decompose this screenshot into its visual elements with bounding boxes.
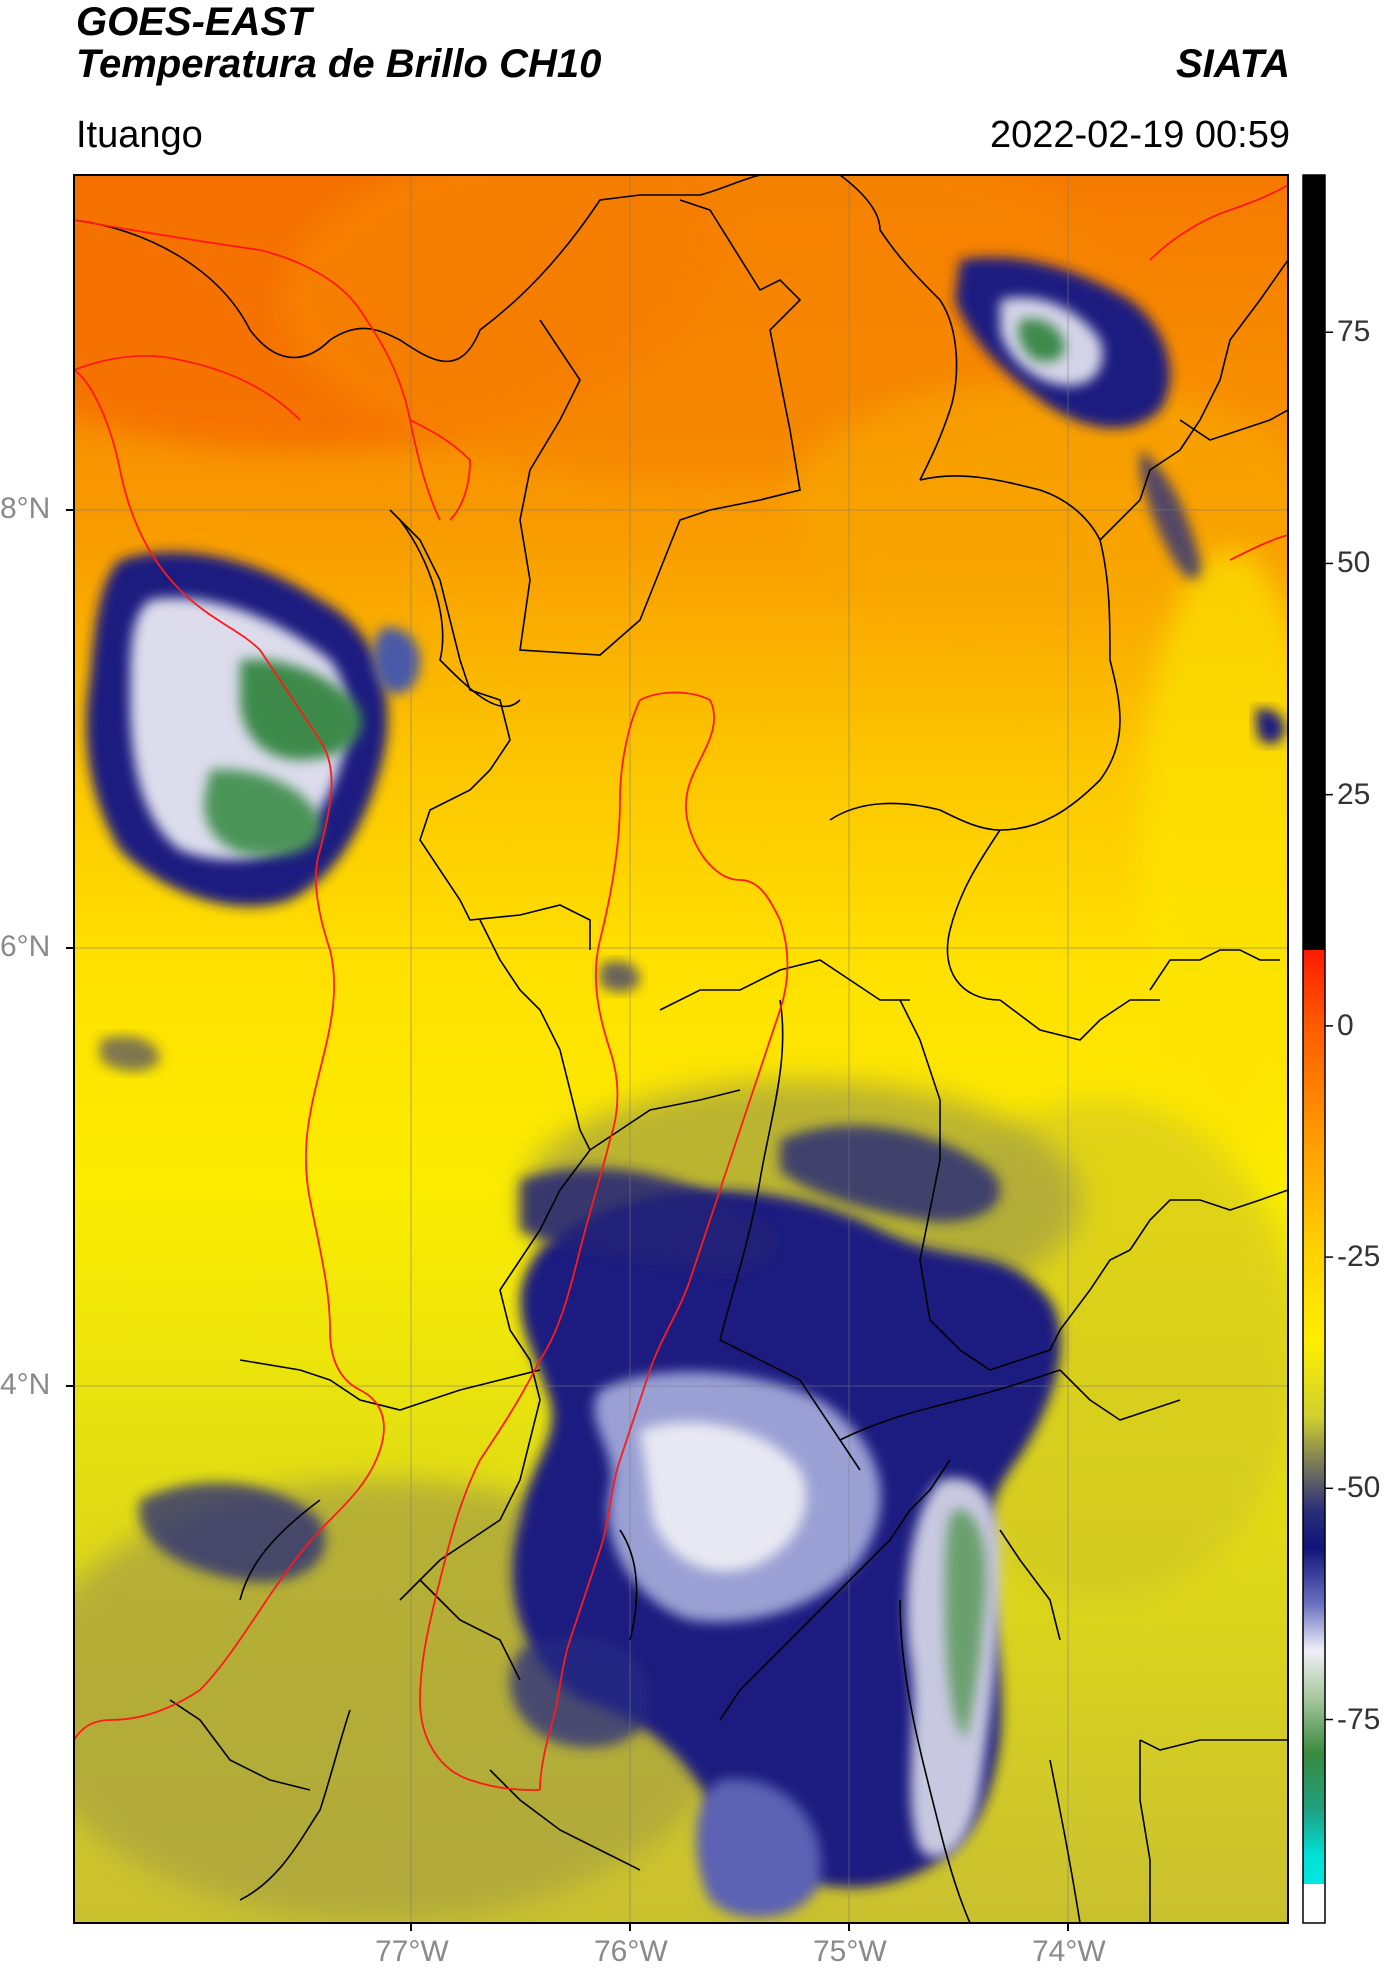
colorbar-tick-label: 75 (1337, 315, 1371, 349)
colorbar-tick-label: -50 (1337, 1471, 1381, 1505)
graticule (74, 175, 1288, 1923)
lon-label-77w: 77°W (375, 1935, 449, 1968)
colorbar-cold-segment (1303, 950, 1325, 1884)
colorbar-warm-segment (1303, 175, 1325, 950)
map-field (74, 175, 1288, 1923)
lat-label-8n: 8°N (0, 492, 51, 525)
colorbar-ticks (1325, 331, 1333, 1721)
datetime-label: 2022-02-19 00:59 (989, 114, 1290, 156)
lon-label-74w: 74°W (1032, 1935, 1106, 1968)
lat-label-6n: 6°N (0, 930, 51, 963)
organization-label: SIATA (1175, 42, 1290, 86)
lon-label-75w: 75°W (813, 1935, 887, 1968)
product-title: GOES-EAST (76, 0, 312, 44)
map-frame (73, 174, 1289, 1924)
colorbar-tick-label: 50 (1337, 546, 1371, 580)
colorbar-tick-label: 25 (1337, 777, 1371, 811)
location-label: Ituango (76, 114, 203, 156)
colorbar-under-segment (1303, 1884, 1325, 1923)
colorbar-tick-label: 0 (1337, 1008, 1354, 1042)
political-borders (74, 175, 1288, 1923)
product-subtitle: Temperatura de Brillo CH10 (76, 42, 602, 86)
axis-ticks (66, 509, 1069, 1931)
coastline-and-basin (74, 184, 1288, 1791)
colorbar-tick-label: -75 (1337, 1702, 1381, 1736)
colorbar-tick-label: -25 (1337, 1240, 1381, 1274)
lat-label-4n: 4°N (0, 1368, 51, 1401)
colorbar-frame (1302, 174, 1326, 1924)
lon-label-76w: 76°W (594, 1935, 668, 1968)
